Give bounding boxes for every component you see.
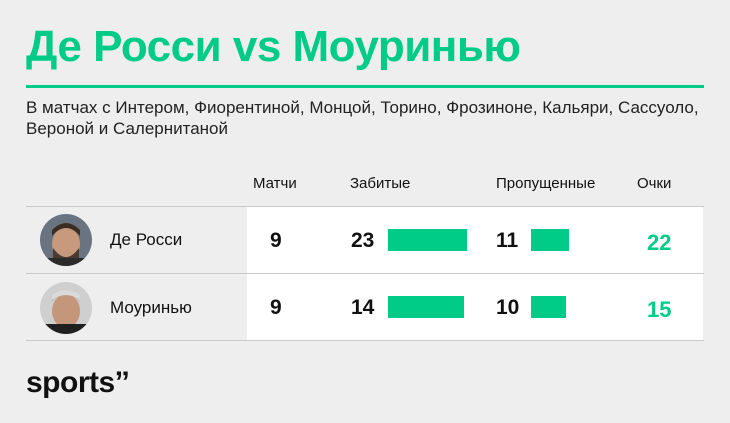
title-divider	[26, 85, 704, 88]
conceded-value: 11	[496, 229, 519, 252]
chart-subtitle: В матчах с Интером, Фиорентиной, Монцой,…	[26, 98, 699, 138]
scored-bar	[388, 296, 464, 318]
logo-mark: ’’	[114, 366, 130, 399]
avatar-de-rossi	[40, 214, 92, 266]
chart-title: Де Росси vs Моуринью	[26, 22, 521, 71]
column-header-scored: Забитые	[350, 175, 411, 192]
column-header-matches: Матчи	[253, 175, 297, 192]
column-header-conceded: Пропущенные	[496, 175, 596, 192]
scored-value: 23	[351, 229, 375, 252]
conceded-bar	[531, 296, 566, 318]
row-divider	[26, 206, 704, 207]
conceded-bar	[531, 229, 569, 251]
scored-value: 14	[351, 296, 375, 319]
conceded-value: 10	[496, 296, 520, 319]
logo-text: sports	[26, 366, 115, 399]
row-name: Моуринью	[110, 298, 192, 317]
column-header-points: Очки	[637, 175, 672, 192]
matches-value: 9	[270, 229, 282, 252]
points-value: 22	[647, 230, 672, 255]
matches-value: 9	[270, 296, 282, 319]
row-divider	[26, 340, 704, 341]
row-divider	[26, 273, 704, 274]
row-name: Де Росси	[110, 230, 183, 249]
avatar-mourinho	[40, 282, 92, 334]
scored-bar	[388, 229, 467, 251]
sports-logo: sports’’	[26, 366, 130, 400]
points-value: 15	[647, 297, 672, 322]
